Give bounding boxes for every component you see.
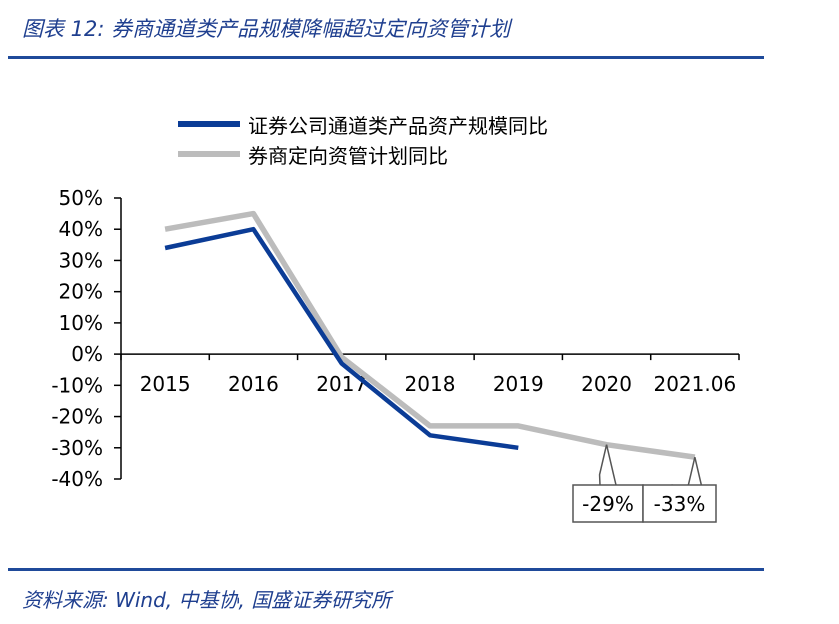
source-divider — [8, 568, 764, 571]
x-tick-label: 2018 — [405, 372, 456, 396]
legend-item-series-2: 券商定向资管计划同比 — [178, 141, 448, 168]
title-divider — [8, 56, 764, 59]
x-tick-label: 2015 — [140, 372, 191, 396]
page-title: 图表 12: 券商通道类产品规模降幅超过定向资管计划 — [22, 17, 511, 41]
legend-label-series-1: 证券公司通道类产品资产规模同比 — [248, 113, 548, 138]
source-note: 资料来源: Wind, 中基协, 国盛证券研究所 — [22, 588, 392, 612]
y-tick-label: 30% — [59, 248, 103, 272]
series-line-2 — [164, 210, 696, 460]
y-tick-label: -20% — [51, 405, 103, 429]
annotations: -29% -33% — [572, 444, 717, 523]
y-tick-label: -30% — [51, 436, 103, 460]
y-tick-label: 0% — [71, 342, 103, 366]
x-tick-label: 2021.06 — [653, 372, 736, 396]
annotation-leader — [671, 456, 696, 488]
y-tick-label: 50% — [59, 186, 103, 210]
y-axis: 50% 40% 30% 20% 10% 0% -10% -20% -30% -40% — [51, 186, 122, 491]
legend-swatch-series-1 — [178, 121, 240, 127]
annotation-leader — [598, 444, 608, 486]
series-line-1 — [164, 226, 519, 451]
y-tick-label: -40% — [51, 467, 103, 491]
annotation-box — [572, 484, 644, 523]
legend-item-series-1: 证券公司通道类产品资产规模同比 — [178, 111, 548, 138]
x-axis: 2015 2016 2017 2018 2019 2020 2021.06 — [120, 353, 740, 396]
y-tick-label: 40% — [59, 217, 103, 241]
x-tick-label: 2016 — [228, 372, 279, 396]
y-tick-label: 10% — [59, 311, 103, 335]
annotation-leader — [605, 444, 617, 486]
annotation-label: -29% — [582, 492, 634, 516]
annotation-box — [642, 484, 717, 523]
y-tick-label: -10% — [51, 373, 103, 397]
series-lines — [164, 210, 696, 460]
annotation-label: -33% — [654, 492, 706, 516]
x-tick-label: 2019 — [493, 372, 544, 396]
legend-label-series-2: 券商定向资管计划同比 — [248, 143, 448, 168]
y-tick-label: 20% — [59, 280, 103, 304]
legend-swatch-series-2 — [178, 151, 240, 157]
x-tick-label: 2020 — [581, 372, 632, 396]
